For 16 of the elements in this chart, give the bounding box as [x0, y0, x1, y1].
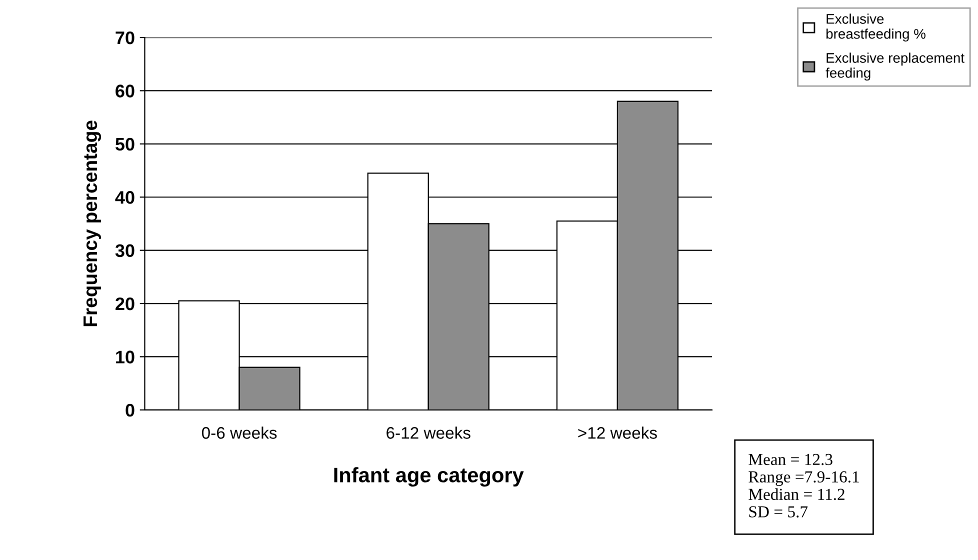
y-tick-label: 70: [116, 31, 134, 44]
x-tick-label: >12 weeks: [578, 426, 657, 439]
y-tick-label: 20: [116, 297, 134, 310]
x-axis-title: Infant age category: [334, 467, 524, 487]
y-tick-label: 0: [126, 404, 134, 417]
y-tick-label: 40: [115, 191, 134, 204]
y-tick-label: 10: [116, 350, 134, 364]
legend-label: Exclusive replacement feeding: [826, 52, 964, 81]
y-tick-label: 30: [115, 244, 134, 258]
y-tick-label: 60: [116, 84, 134, 98]
x-tick-label: 6-12 weeks: [386, 426, 470, 439]
text: Mean = 12.3 Range =7.9-16.1 Median = 11.2 SD = 5.7: [748, 454, 859, 518]
legend-label: Exclusive breastfeeding %: [826, 14, 926, 42]
x-tick-label: 0-6 weeks: [202, 426, 277, 439]
y-tick-label: 50: [115, 138, 134, 151]
y-axis-title: Frequency percentage: [84, 120, 102, 326]
